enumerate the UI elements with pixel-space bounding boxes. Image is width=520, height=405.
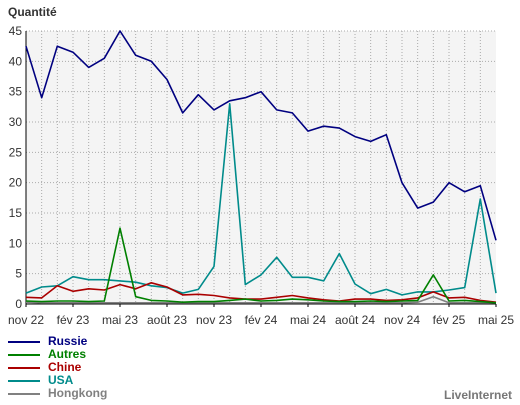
- legend-label: Autres: [48, 347, 87, 361]
- y-axis-label: Quantité: [8, 5, 57, 19]
- legend-item-usa: USA: [8, 374, 107, 387]
- x-tick-label: mai 23: [102, 313, 138, 327]
- y-tick-label: 20: [9, 176, 23, 190]
- grid-lines: [26, 30, 496, 304]
- x-tick-label: nov 24: [384, 313, 420, 327]
- credit-text: LiveInternet: [443, 388, 512, 402]
- y-tick-label: 25: [9, 145, 23, 159]
- x-tick-label: fév 24: [245, 313, 278, 327]
- axes: 0 5 10 15 20 25 30 35 40 45 nov 22 fév 23 mai 23 août…: [8, 24, 514, 327]
- legend-swatch: [8, 340, 40, 343]
- legend-item-autres: Autres: [8, 348, 107, 361]
- legend-item-chine: Chine: [8, 361, 107, 374]
- plot-area: [26, 31, 496, 304]
- y-tick-label: 15: [9, 206, 23, 220]
- y-tick-label: 5: [15, 267, 22, 281]
- legend-swatch: [8, 392, 40, 395]
- y-tick-label: 10: [9, 236, 23, 250]
- legend-label: Chine: [48, 360, 82, 374]
- legend-swatch: [8, 379, 40, 382]
- y-tick-label: 0: [15, 297, 22, 311]
- x-tick-label: mai 25: [478, 313, 514, 327]
- x-tick-label: août 24: [335, 313, 375, 327]
- y-tick-label: 30: [9, 115, 23, 129]
- y-tick-label: 35: [9, 85, 23, 99]
- x-tick-label: nov 23: [196, 313, 232, 327]
- legend-label: Hongkong: [48, 386, 108, 400]
- series-line-russie: [25, 30, 497, 241]
- legend-item-hongkong: Hongkong: [8, 387, 107, 400]
- series-line-hongkong: [25, 295, 496, 304]
- series-line-usa: [25, 103, 497, 296]
- series-lines: [25, 30, 497, 304]
- x-tick-label: août 23: [147, 313, 187, 327]
- legend-label: USA: [48, 373, 74, 387]
- legend-item-russie: Russie: [8, 335, 107, 348]
- x-tick-label: nov 22: [8, 313, 44, 327]
- x-tick-label: fév 23: [57, 313, 90, 327]
- legend-swatch: [8, 366, 40, 369]
- series-line-autres: [25, 227, 497, 304]
- legend: Russie Autres Chine USA Hongkong: [8, 335, 107, 400]
- x-tick-label: mai 24: [290, 313, 326, 327]
- y-tick-label: 40: [9, 54, 23, 68]
- y-tick-label: 45: [9, 24, 23, 38]
- legend-label: Russie: [48, 334, 88, 348]
- x-tick-label: fév 25: [433, 313, 466, 327]
- series-line-chine: [25, 281, 497, 303]
- legend-swatch: [8, 353, 40, 356]
